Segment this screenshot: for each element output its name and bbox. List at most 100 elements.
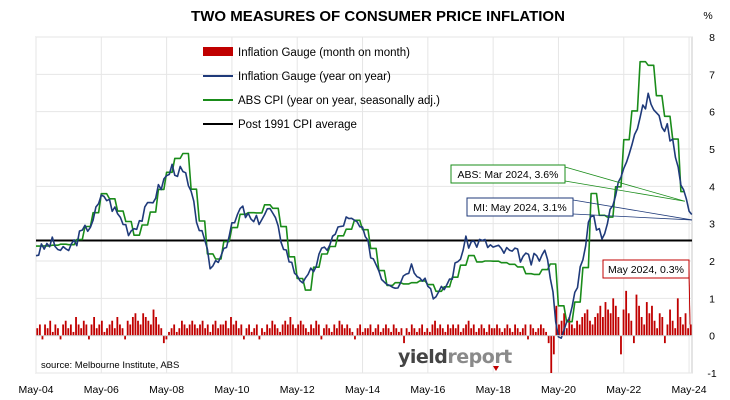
mom-bar [467, 320, 470, 336]
mom-bar [160, 328, 163, 336]
mom-bar [395, 328, 398, 336]
mom-bar [307, 331, 310, 336]
mom-bar [609, 313, 612, 336]
mom-bar [534, 331, 537, 336]
mom-bar [545, 331, 547, 336]
mom-bar [44, 324, 46, 336]
mom-bar [514, 324, 516, 336]
mom-bar [263, 331, 266, 336]
mom-bar [224, 320, 227, 336]
mom-bar [266, 324, 269, 336]
mom-bar [162, 335, 165, 344]
mom-bar [271, 320, 274, 336]
logo-triangle [493, 366, 499, 371]
mom-bar [144, 317, 147, 336]
mom-bar [521, 328, 524, 336]
mom-bar [292, 324, 294, 336]
mom-bar [663, 335, 666, 344]
mom-bar [168, 331, 170, 336]
mom-bar [410, 324, 413, 336]
mom-bar [253, 328, 256, 336]
mom-bar [131, 317, 134, 336]
mom-bar [214, 320, 217, 336]
mom-bar [217, 328, 219, 336]
mom-bar [348, 328, 351, 336]
mom-bar [682, 324, 684, 336]
mom-bar [77, 324, 80, 336]
callout-text-abs: ABS: Mar 2024, 3.6% [458, 169, 559, 181]
mom-bar [356, 328, 359, 336]
mom-bar [57, 328, 59, 336]
mom-bar [366, 328, 369, 336]
mom-bar [669, 309, 671, 336]
mom-bar [90, 324, 93, 336]
legend-label-mom: Inflation Gauge (month on month) [238, 47, 410, 59]
mom-bar [555, 305, 558, 336]
mom-bar [558, 324, 560, 336]
mom-bar [72, 331, 75, 336]
mom-bar [230, 317, 232, 336]
mom-bar [506, 324, 509, 336]
mom-bar [617, 317, 620, 336]
mom-bar [488, 324, 491, 336]
mom-bar [635, 294, 638, 336]
mom-bar [416, 331, 418, 336]
mom-bar [459, 331, 462, 336]
mom-bar [268, 328, 271, 336]
mom-bar [354, 335, 356, 340]
mom-bar [638, 305, 640, 336]
mom-bar [392, 324, 395, 336]
mom-bar [111, 320, 114, 336]
legend-label-avg: Post 1991 CPI average [238, 119, 357, 131]
mom-bar [421, 324, 424, 336]
mom-bar [622, 309, 625, 336]
y-tick-label: 4 [709, 181, 715, 193]
mom-bar [651, 305, 653, 336]
mom-bar [333, 324, 336, 336]
mom-bar [304, 328, 307, 336]
mom-bar [173, 324, 176, 336]
mom-bar [674, 328, 677, 336]
mom-bar [560, 320, 563, 336]
mom-bar [126, 320, 129, 336]
mom-bar [95, 328, 98, 336]
callout-leader-abs [564, 166, 685, 202]
mom-bar [312, 328, 315, 336]
mom-bar [351, 331, 354, 336]
mom-bar [578, 324, 581, 336]
x-tick-label: May-16 [410, 384, 445, 396]
mom-bar [121, 328, 124, 336]
y-axis-ticks: -1 0 1 2 3 4 5 6 7 8 [707, 32, 716, 380]
mom-bar [397, 331, 400, 336]
mom-bar [204, 328, 207, 336]
mom-bar [687, 328, 690, 336]
x-tick-label: May-10 [214, 384, 249, 396]
logo-word-1: yield [398, 346, 447, 368]
mom-bar [315, 320, 318, 336]
mom-bar [323, 328, 325, 336]
mom-bar [150, 324, 152, 336]
mom-bar [439, 324, 442, 336]
mom-bar [209, 331, 212, 336]
mom-bar [193, 324, 196, 336]
mom-bar [457, 324, 460, 336]
mom-bar [255, 324, 258, 336]
mom-bar [88, 335, 90, 340]
mom-bar [284, 320, 287, 336]
mom-bar [235, 320, 238, 336]
callout-text-mom: May 2024, 0.3% [608, 264, 684, 276]
mom-bar [258, 335, 261, 340]
mom-bar [418, 328, 421, 336]
mom-bar [75, 317, 77, 336]
x-tick-label: May-18 [476, 384, 511, 396]
mom-bar [227, 328, 230, 336]
x-tick-label: May-04 [18, 384, 53, 396]
mom-bar [648, 313, 651, 336]
mom-bar [643, 324, 646, 336]
mom-bar [320, 335, 323, 340]
mom-bar [199, 324, 201, 336]
y-tick-label: 0 [709, 331, 715, 343]
mom-bar [498, 328, 501, 336]
mom-bar [281, 324, 284, 336]
mom-bar [152, 309, 155, 336]
